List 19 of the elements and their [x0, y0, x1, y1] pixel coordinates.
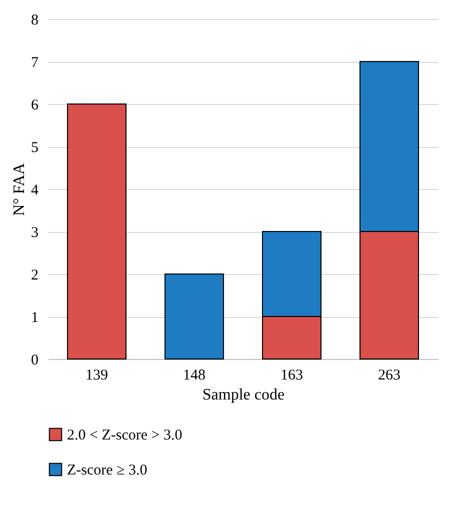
x-tick-label: 263	[378, 368, 400, 384]
y-tick-label: 5	[31, 140, 38, 156]
y-axis-title: N° FAA	[11, 162, 28, 216]
y-tick-label: 8	[31, 12, 38, 28]
bar	[164, 274, 224, 360]
y-tick-label: 3	[31, 225, 38, 241]
y-tick-label: 1	[31, 310, 38, 326]
x-tick-label: 139	[86, 368, 108, 384]
x-tick-label: 163	[280, 368, 303, 384]
bar	[67, 104, 126, 360]
x-axis-title: Sample code	[202, 386, 285, 404]
legend-label: 2.0 < Z-score > 3.0	[67, 428, 182, 444]
y-tick-label: 0	[31, 352, 38, 368]
y-tick-label: 2	[31, 268, 38, 284]
y-tick-label: 7	[31, 55, 39, 71]
y-tick-label: 6	[31, 98, 39, 114]
y-tick-label: 4	[31, 182, 39, 198]
legend-label: Z-score ≥ 3.0	[67, 462, 148, 478]
x-tick-label: 148	[183, 368, 206, 384]
